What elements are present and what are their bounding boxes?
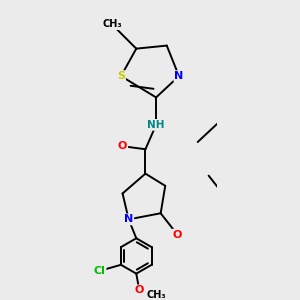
Text: N: N — [174, 71, 184, 81]
Text: O: O — [173, 230, 182, 240]
Text: NH: NH — [147, 120, 165, 130]
Text: CH₃: CH₃ — [102, 19, 122, 29]
Text: N: N — [124, 214, 133, 224]
Text: S: S — [117, 71, 125, 81]
Text: O: O — [118, 141, 127, 151]
Text: CH₃: CH₃ — [146, 290, 166, 300]
Text: O: O — [135, 285, 144, 296]
Text: Cl: Cl — [94, 266, 106, 276]
